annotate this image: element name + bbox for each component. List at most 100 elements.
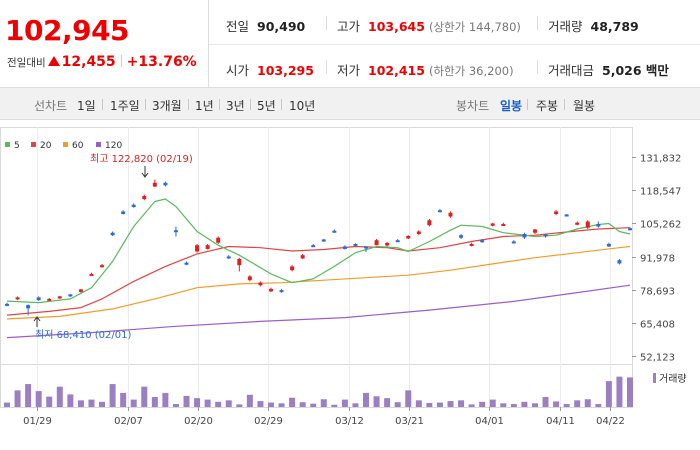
candle [374, 238, 379, 246]
stat-value: 5,026 백만 [602, 63, 669, 78]
candle-body [47, 298, 52, 301]
legend-swatch-ma120 [96, 142, 101, 147]
volume-bar [109, 384, 116, 407]
divider [188, 99, 189, 110]
period-monthly[interactable]: 월봉 [573, 99, 596, 113]
candle-body [216, 237, 221, 243]
candle-body [142, 196, 147, 200]
candle-body [385, 242, 390, 246]
ma20-line [6, 227, 631, 316]
volume-bar [278, 403, 285, 407]
stat-label: 거래량 [548, 19, 583, 34]
candle-body [173, 230, 178, 233]
price-chart: 5 20 60 120 131,832 118,547 105,262 91,978 7… [0, 127, 687, 427]
period-daily[interactable]: 일봉 [500, 99, 523, 113]
candle [437, 209, 442, 213]
x-tick-label: 04/11 [546, 416, 575, 427]
candle-body [596, 223, 601, 227]
volume-bar [373, 396, 380, 407]
volume-bar [194, 398, 201, 407]
candle [543, 233, 548, 238]
candle [395, 238, 400, 243]
period-1y[interactable]: 1년 [195, 99, 214, 113]
period-weekly[interactable]: 주봉 [536, 99, 559, 113]
volume-bar [363, 392, 370, 407]
stat-high: 고가 103,645 (상한가 144,780) [337, 16, 521, 35]
period-3m[interactable]: 3개월 [152, 99, 182, 113]
candle [247, 275, 252, 282]
volume-bar [172, 404, 179, 407]
candle-body [448, 212, 453, 217]
volume-bar [405, 390, 412, 407]
candle [173, 226, 178, 237]
candle [100, 263, 105, 268]
period-5y[interactable]: 5년 [257, 99, 276, 113]
volume-bar [468, 404, 475, 407]
volume-bar [225, 400, 232, 407]
candle [15, 296, 20, 301]
candle-body [110, 232, 115, 236]
candle-body [374, 240, 379, 246]
candle [57, 295, 62, 299]
volume-bar [215, 401, 222, 407]
change-percent: +13.76% [126, 54, 197, 70]
volume-bar [130, 399, 137, 407]
candle [89, 272, 94, 276]
volume-bar [489, 399, 496, 407]
candle-body [237, 258, 242, 266]
line-chart-label: 선차트 [34, 99, 68, 113]
change-label: 전일대비 [7, 57, 46, 69]
volume-bar [553, 401, 560, 407]
candle [110, 231, 115, 236]
stat-value: 48,789 [590, 19, 639, 34]
legend-label-ma5: 5 [14, 141, 20, 151]
x-tick-label: 03/12 [335, 416, 364, 427]
candle-body [57, 296, 62, 299]
legend-label-ma20: 20 [40, 141, 52, 151]
candle [290, 265, 295, 272]
period-1w[interactable]: 1주일 [110, 99, 140, 113]
candle [47, 298, 52, 301]
candle-body [617, 260, 622, 264]
candle-body [585, 221, 590, 228]
candle-body [26, 305, 31, 309]
y-tick-label: 52,123 [640, 353, 675, 364]
period-10y[interactable]: 10년 [289, 99, 316, 113]
candle-body [279, 290, 284, 293]
candle [268, 287, 273, 292]
divider [537, 60, 538, 74]
volume-bar [584, 399, 591, 407]
y-tick-label: 65,408 [640, 320, 675, 331]
candle-body [501, 223, 506, 226]
volume-legend-swatch [653, 373, 656, 383]
volume-bar [4, 402, 10, 407]
stat-label: 고가 [337, 19, 361, 34]
candle-body [311, 245, 316, 248]
candle-body [490, 223, 495, 226]
candle-body [268, 288, 273, 292]
candle [131, 203, 136, 208]
candle [332, 229, 337, 233]
candlesticks [5, 179, 632, 316]
volume-bar [436, 402, 443, 407]
candle-body [628, 228, 632, 231]
candle [258, 281, 263, 287]
volume-bar [120, 392, 127, 407]
candle-body [606, 243, 611, 247]
volume-bar [447, 401, 454, 407]
period-1d[interactable]: 1일 [77, 99, 96, 113]
period-3y[interactable]: 3년 [226, 99, 245, 113]
candle-chart-label: 봉차트 [456, 99, 490, 113]
candle [448, 211, 453, 218]
divider [120, 55, 122, 67]
volume-bar [616, 376, 623, 407]
candle-body [554, 211, 559, 215]
candle-body [100, 265, 105, 268]
volume-bar [605, 381, 612, 407]
x-tick-label: 03/21 [395, 416, 424, 427]
volume-bar [246, 394, 253, 407]
candle [68, 293, 73, 297]
candle-body [416, 231, 421, 234]
volume-bar [56, 386, 63, 407]
